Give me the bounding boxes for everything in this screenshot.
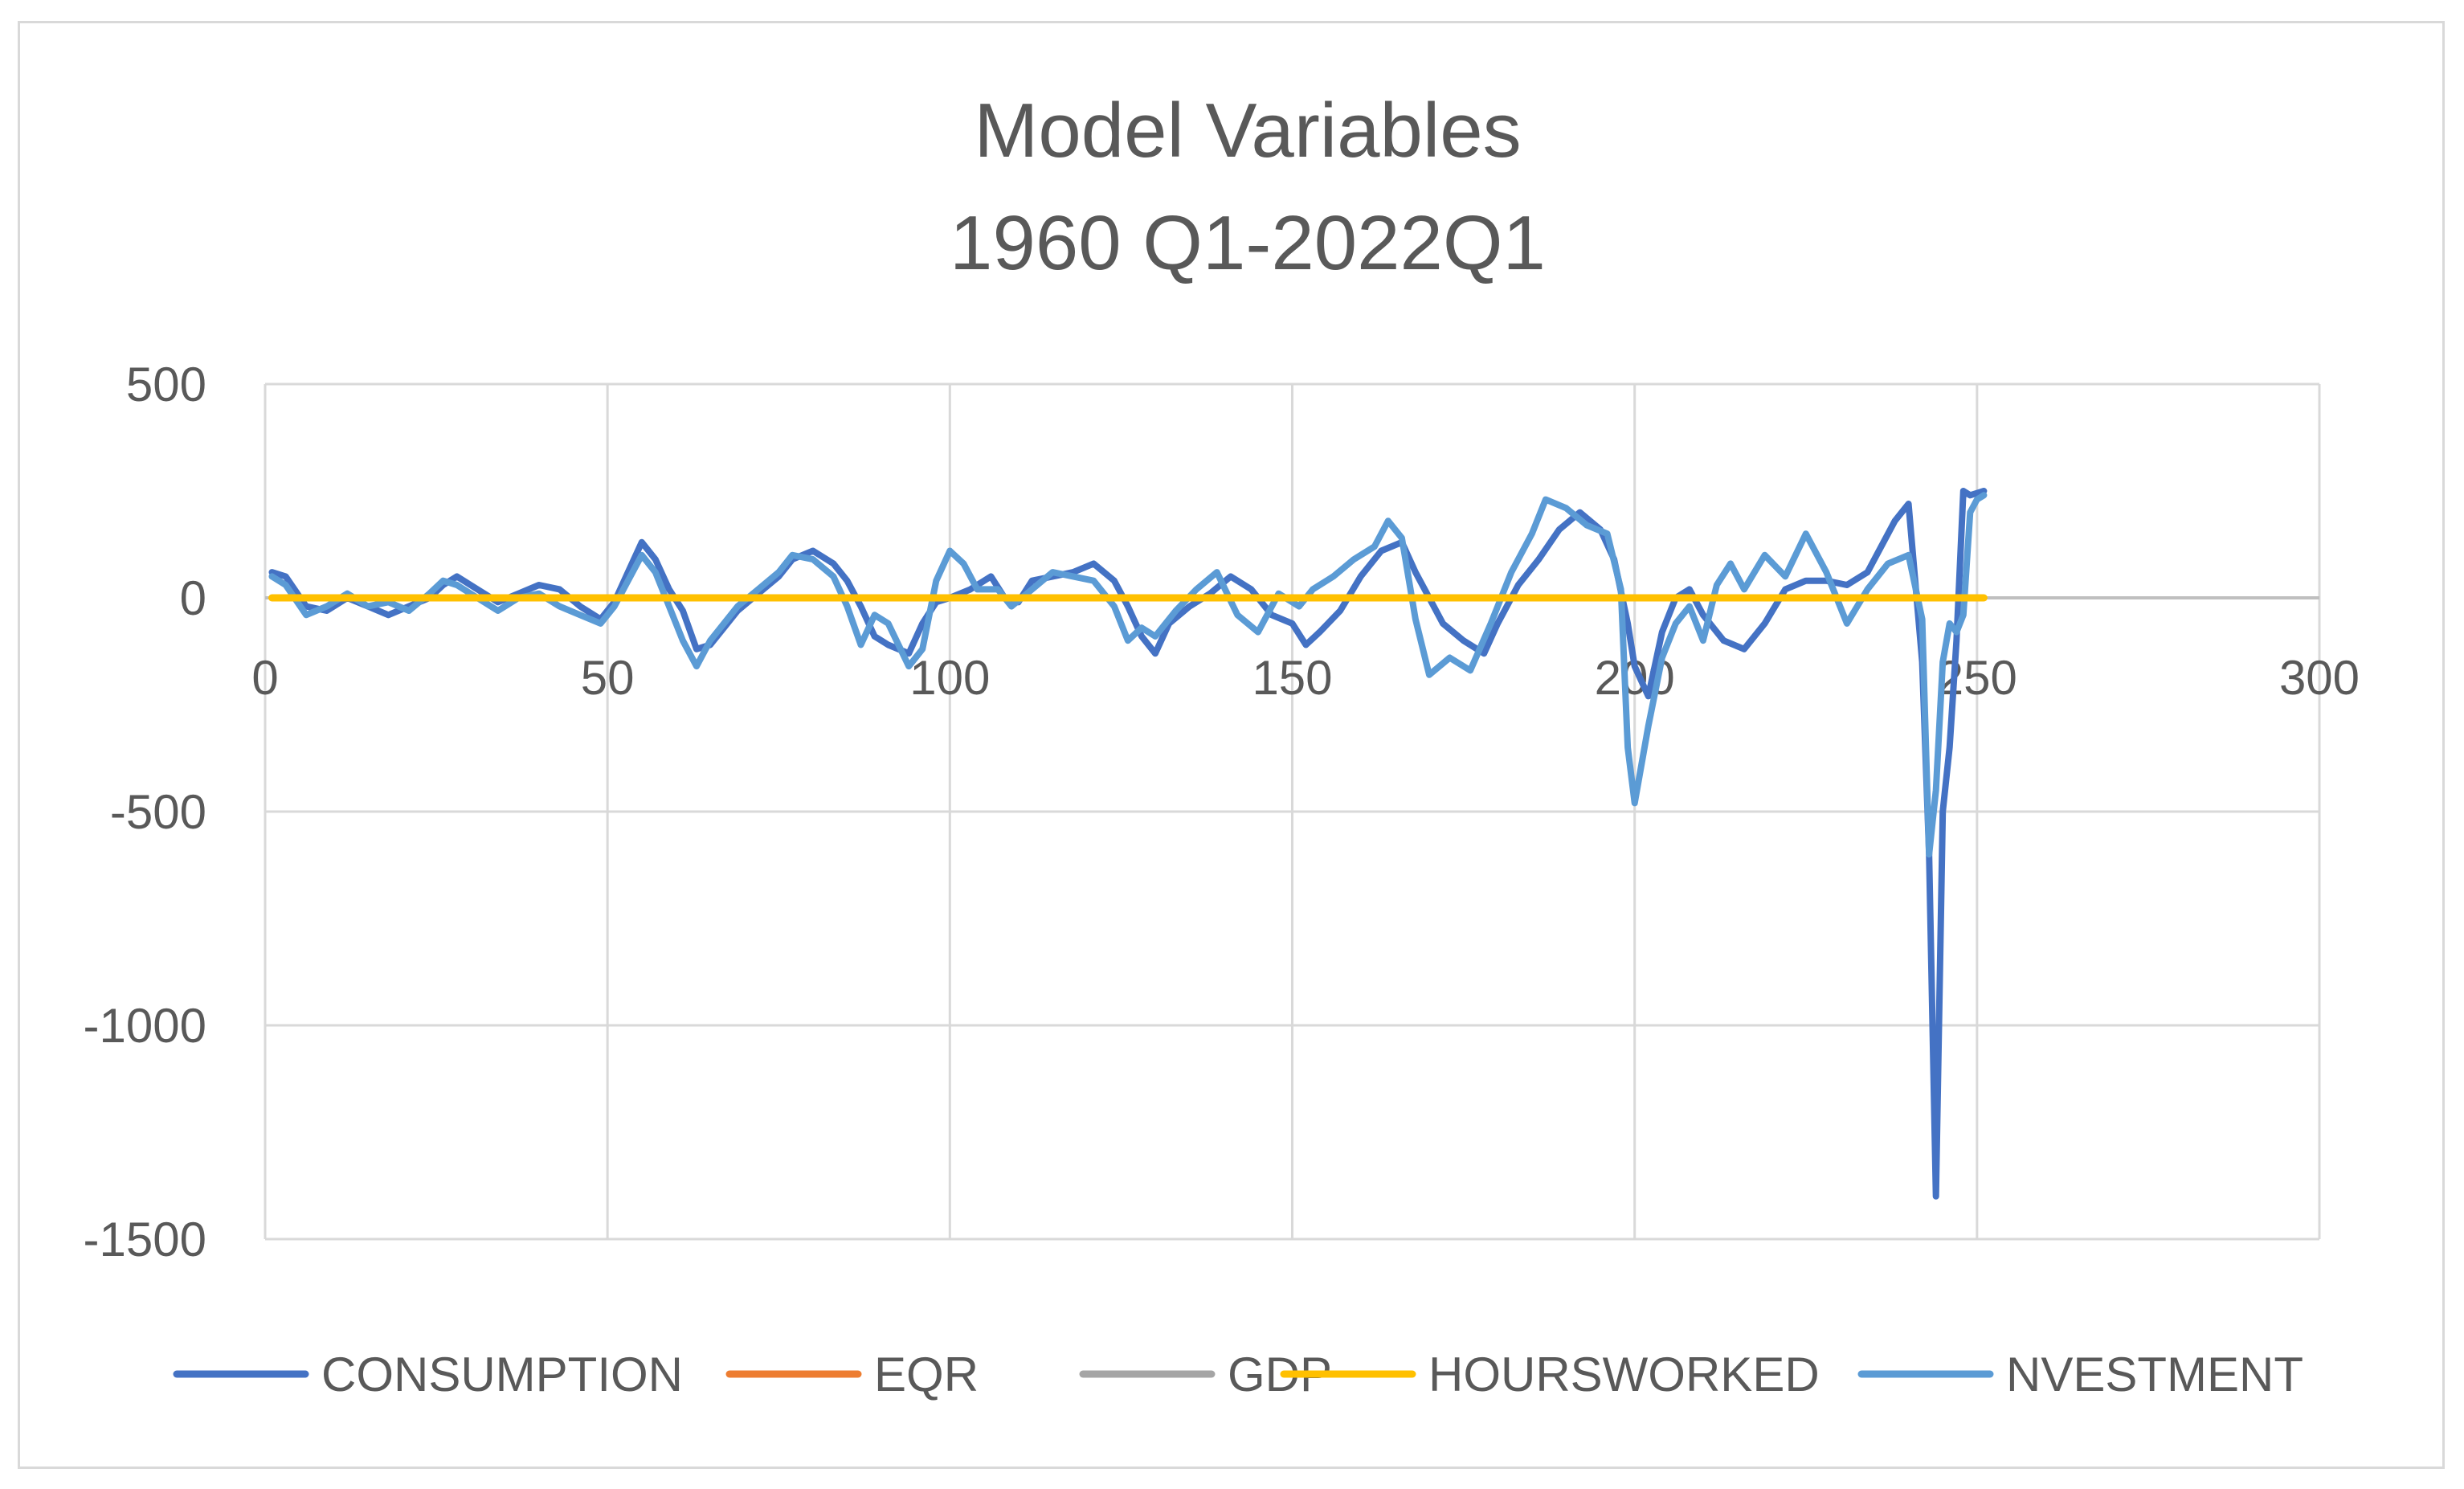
chart-subtitle: 1960 Q1-2022Q1 bbox=[950, 200, 1546, 286]
legend: CONSUMPTION EQR GDP HOURSWORKED NVESTMENT bbox=[173, 1348, 2303, 1401]
x-tick-label: 50 bbox=[581, 651, 635, 705]
x-tick-label: 300 bbox=[2279, 651, 2360, 705]
x-tick-label: 250 bbox=[1937, 651, 2017, 705]
x-tick-label: 150 bbox=[1252, 651, 1332, 705]
y-tick-label: -1000 bbox=[84, 999, 206, 1053]
y-tick-label: 0 bbox=[180, 571, 206, 625]
chart-title: Model Variables bbox=[974, 88, 1521, 174]
grid bbox=[264, 382, 2321, 1241]
chart-svg: Model Variables 1960 Q1-2022Q1 5000-500-… bbox=[84, 88, 2360, 1401]
series-line-nvestment bbox=[268, 492, 1988, 858]
legend-label-eqr: EQR bbox=[874, 1348, 979, 1401]
chart-frame: Model Variables 1960 Q1-2022Q1 500 0 -500-… bbox=[18, 21, 2445, 1469]
series-lines bbox=[268, 488, 1988, 1200]
legend-label-consumption: CONSUMPTION bbox=[321, 1348, 683, 1401]
x-tick-label: 0 bbox=[251, 651, 278, 705]
legend-label-nvestment: NVESTMENT bbox=[2006, 1348, 2303, 1401]
legend-label-hoursworked: HOURSWORKED bbox=[1428, 1348, 1820, 1401]
y-tick-label: -1500 bbox=[84, 1213, 206, 1266]
x-tick-label: 100 bbox=[909, 651, 990, 705]
y-tick-label: -500 bbox=[110, 785, 206, 839]
y-tick-label: 500 bbox=[126, 358, 206, 411]
